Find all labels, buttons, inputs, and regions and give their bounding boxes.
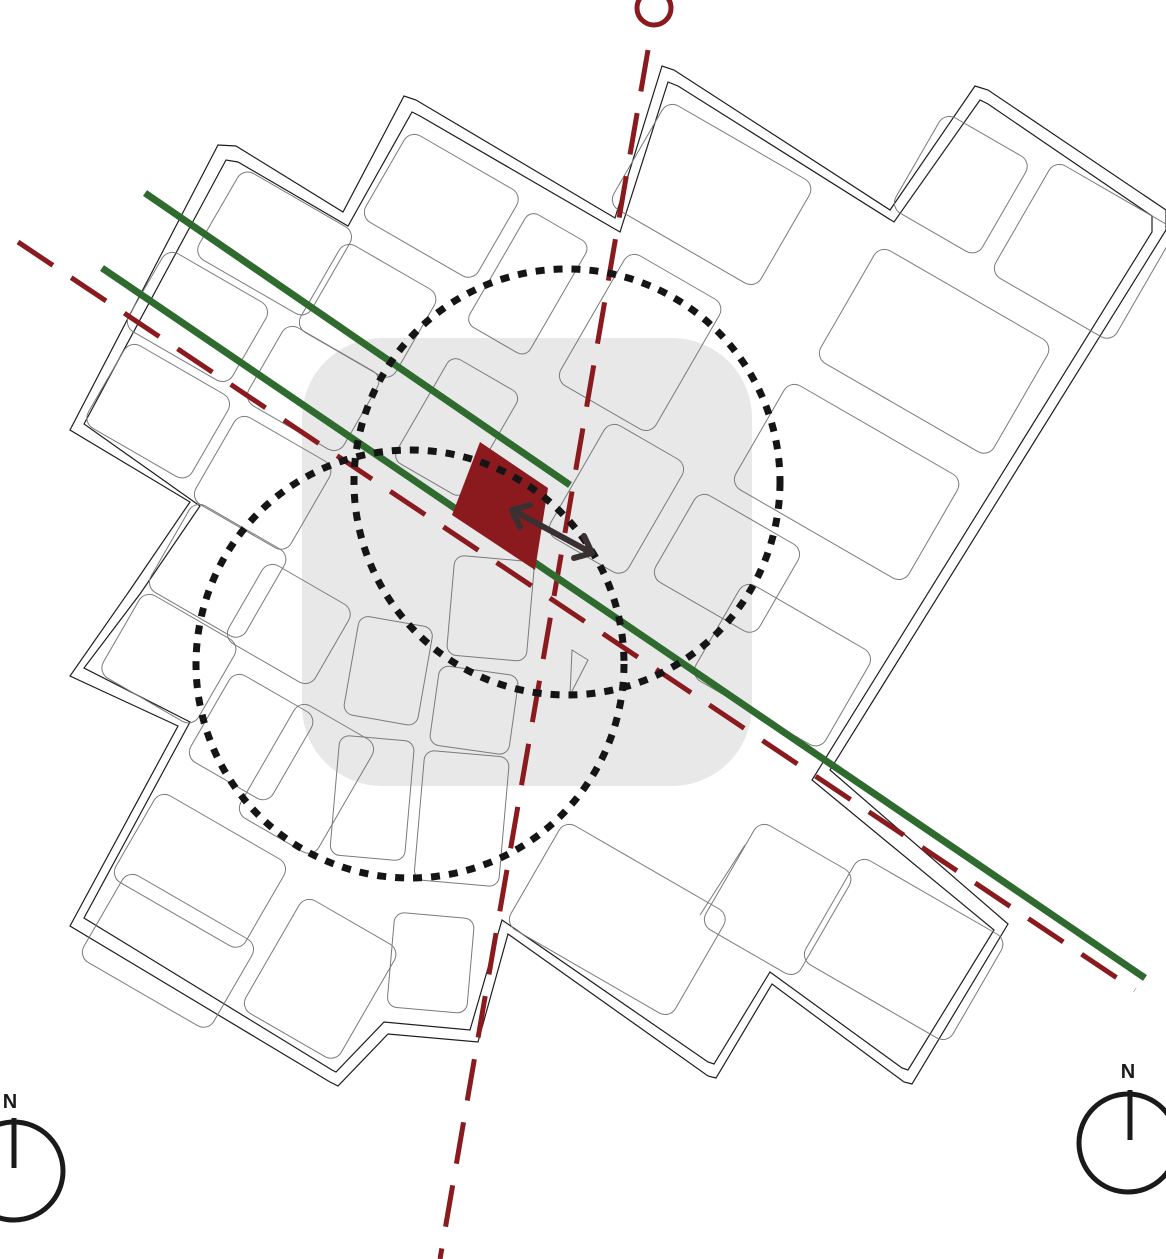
walking-radius-large (350, 265, 784, 699)
walking-radius (192, 265, 784, 882)
north-arrow-left-label: N (3, 1091, 17, 1113)
axis-end-marker (634, 0, 674, 28)
green-axis-upper (143, 190, 572, 488)
site-parcel (452, 442, 548, 570)
connection-arrow (509, 502, 595, 561)
north-arrow-left: N (0, 1091, 66, 1223)
dashed-axis-diagonal (16, 239, 1137, 993)
district-boundary (69, 65, 1166, 1087)
north-arrow-right-label: N (1121, 1061, 1135, 1083)
city-blocks (81, 103, 1166, 1059)
walking-radius-small (192, 446, 628, 882)
north-arrow-left-ring (0, 1119, 66, 1223)
dashed-axis (16, 49, 1137, 1259)
dashed-axis-vertical (437, 49, 651, 1259)
north-arrow-right-ring (1076, 1091, 1166, 1195)
north-arrow-right: N (1076, 1061, 1166, 1195)
